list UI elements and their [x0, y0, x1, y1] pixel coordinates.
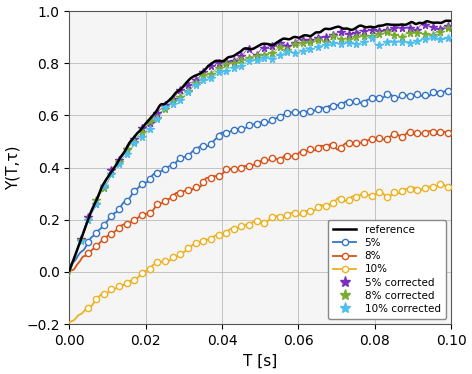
Legend: reference, 5%, 8%, 10%, 5% corrected, 8% corrected, 10% corrected: reference, 5%, 8%, 10%, 5% corrected, 8%…: [328, 220, 446, 319]
X-axis label: T [s]: T [s]: [243, 353, 278, 368]
Y-axis label: Y(T,τ): Y(T,τ): [6, 145, 21, 190]
